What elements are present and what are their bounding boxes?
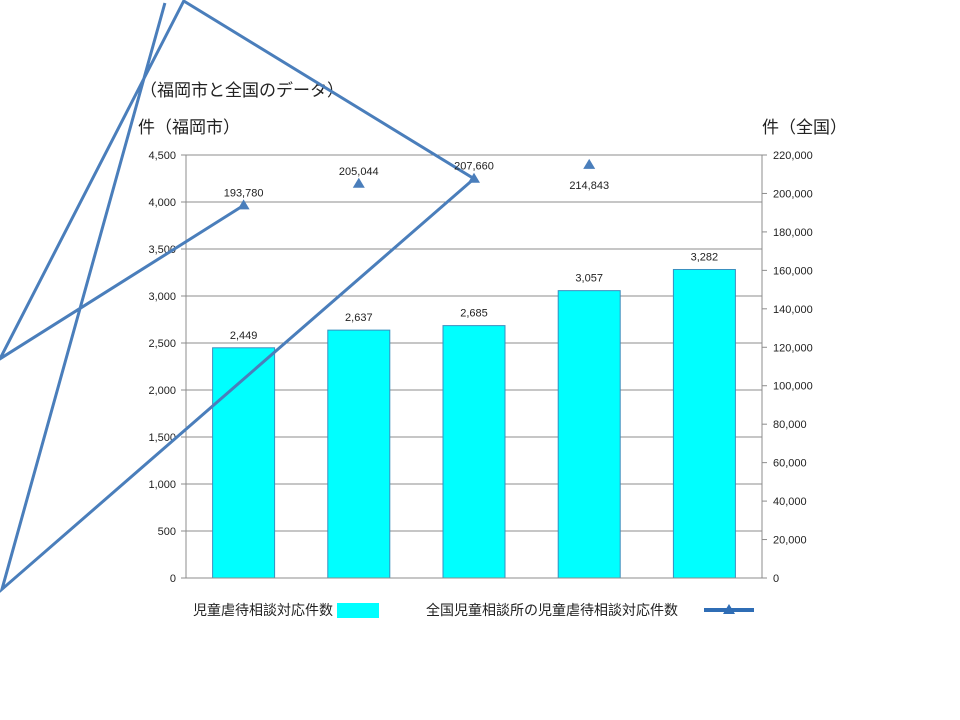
right-tick-label: 20,000 xyxy=(773,535,807,547)
right-tick-label: 80,000 xyxy=(773,419,807,431)
right-tick-label: 0 xyxy=(773,573,779,585)
bar-data-label: 2,637 xyxy=(345,312,373,324)
bar xyxy=(327,329,391,579)
legend-item-bar: 児童虐待相談対応件数 xyxy=(193,600,379,620)
line-marker xyxy=(237,199,250,210)
legend-item-line: 全国児童相談所の児童虐待相談対応件数 xyxy=(426,600,754,620)
left-tick-label: 0 xyxy=(170,573,176,585)
line-data-label: 214,843 xyxy=(569,180,609,192)
right-tick-label: 160,000 xyxy=(773,265,813,277)
right-tick-label: 60,000 xyxy=(773,458,807,470)
bar xyxy=(212,347,276,579)
right-tick-label: 40,000 xyxy=(773,496,807,508)
left-tick-label: 500 xyxy=(158,526,176,538)
legend-swatch-bar xyxy=(337,602,379,618)
legend-swatch-line xyxy=(704,603,754,617)
bar xyxy=(442,325,506,579)
left-tick-label: 2,500 xyxy=(148,338,176,350)
bar-data-label: 2,685 xyxy=(460,308,488,320)
left-tick-label: 3,000 xyxy=(148,291,176,303)
right-tick-label: 100,000 xyxy=(773,381,813,393)
left-tick-label: 4,500 xyxy=(148,150,176,162)
right-tick-label: 140,000 xyxy=(773,304,813,316)
left-tick-label: 2,000 xyxy=(148,385,176,397)
line-data-label: 205,044 xyxy=(339,166,379,178)
line-marker xyxy=(352,177,365,188)
right-tick-label: 180,000 xyxy=(773,227,813,239)
line-marker xyxy=(583,158,596,169)
right-tick-label: 220,000 xyxy=(773,150,813,162)
bar-data-label: 3,057 xyxy=(575,273,603,285)
left-axis-label: 件（福岡市） xyxy=(138,118,240,137)
bar xyxy=(557,290,621,579)
legend-label-line: 全国児童相談所の児童虐待相談対応件数 xyxy=(426,602,678,618)
left-tick-label: 4,000 xyxy=(148,197,176,209)
bar-data-label: 3,282 xyxy=(691,251,719,263)
legend-label-bar: 児童虐待相談対応件数 xyxy=(193,602,333,618)
right-tick-label: 200,000 xyxy=(773,188,813,200)
left-tick-label: 1,000 xyxy=(148,479,176,491)
line-data-label: 207,660 xyxy=(454,161,494,173)
line-series xyxy=(0,0,477,593)
line-marker xyxy=(468,172,480,183)
right-axis-label: 件（全国） xyxy=(762,118,847,137)
bar xyxy=(672,268,736,579)
right-tick-label: 120,000 xyxy=(773,342,813,354)
line-data-label: 193,780 xyxy=(224,187,264,199)
bar-data-label: 2,449 xyxy=(230,330,258,342)
chart-title: （福岡市と全国のデータ） xyxy=(140,81,344,100)
left-tick-label: 1,500 xyxy=(148,432,176,444)
